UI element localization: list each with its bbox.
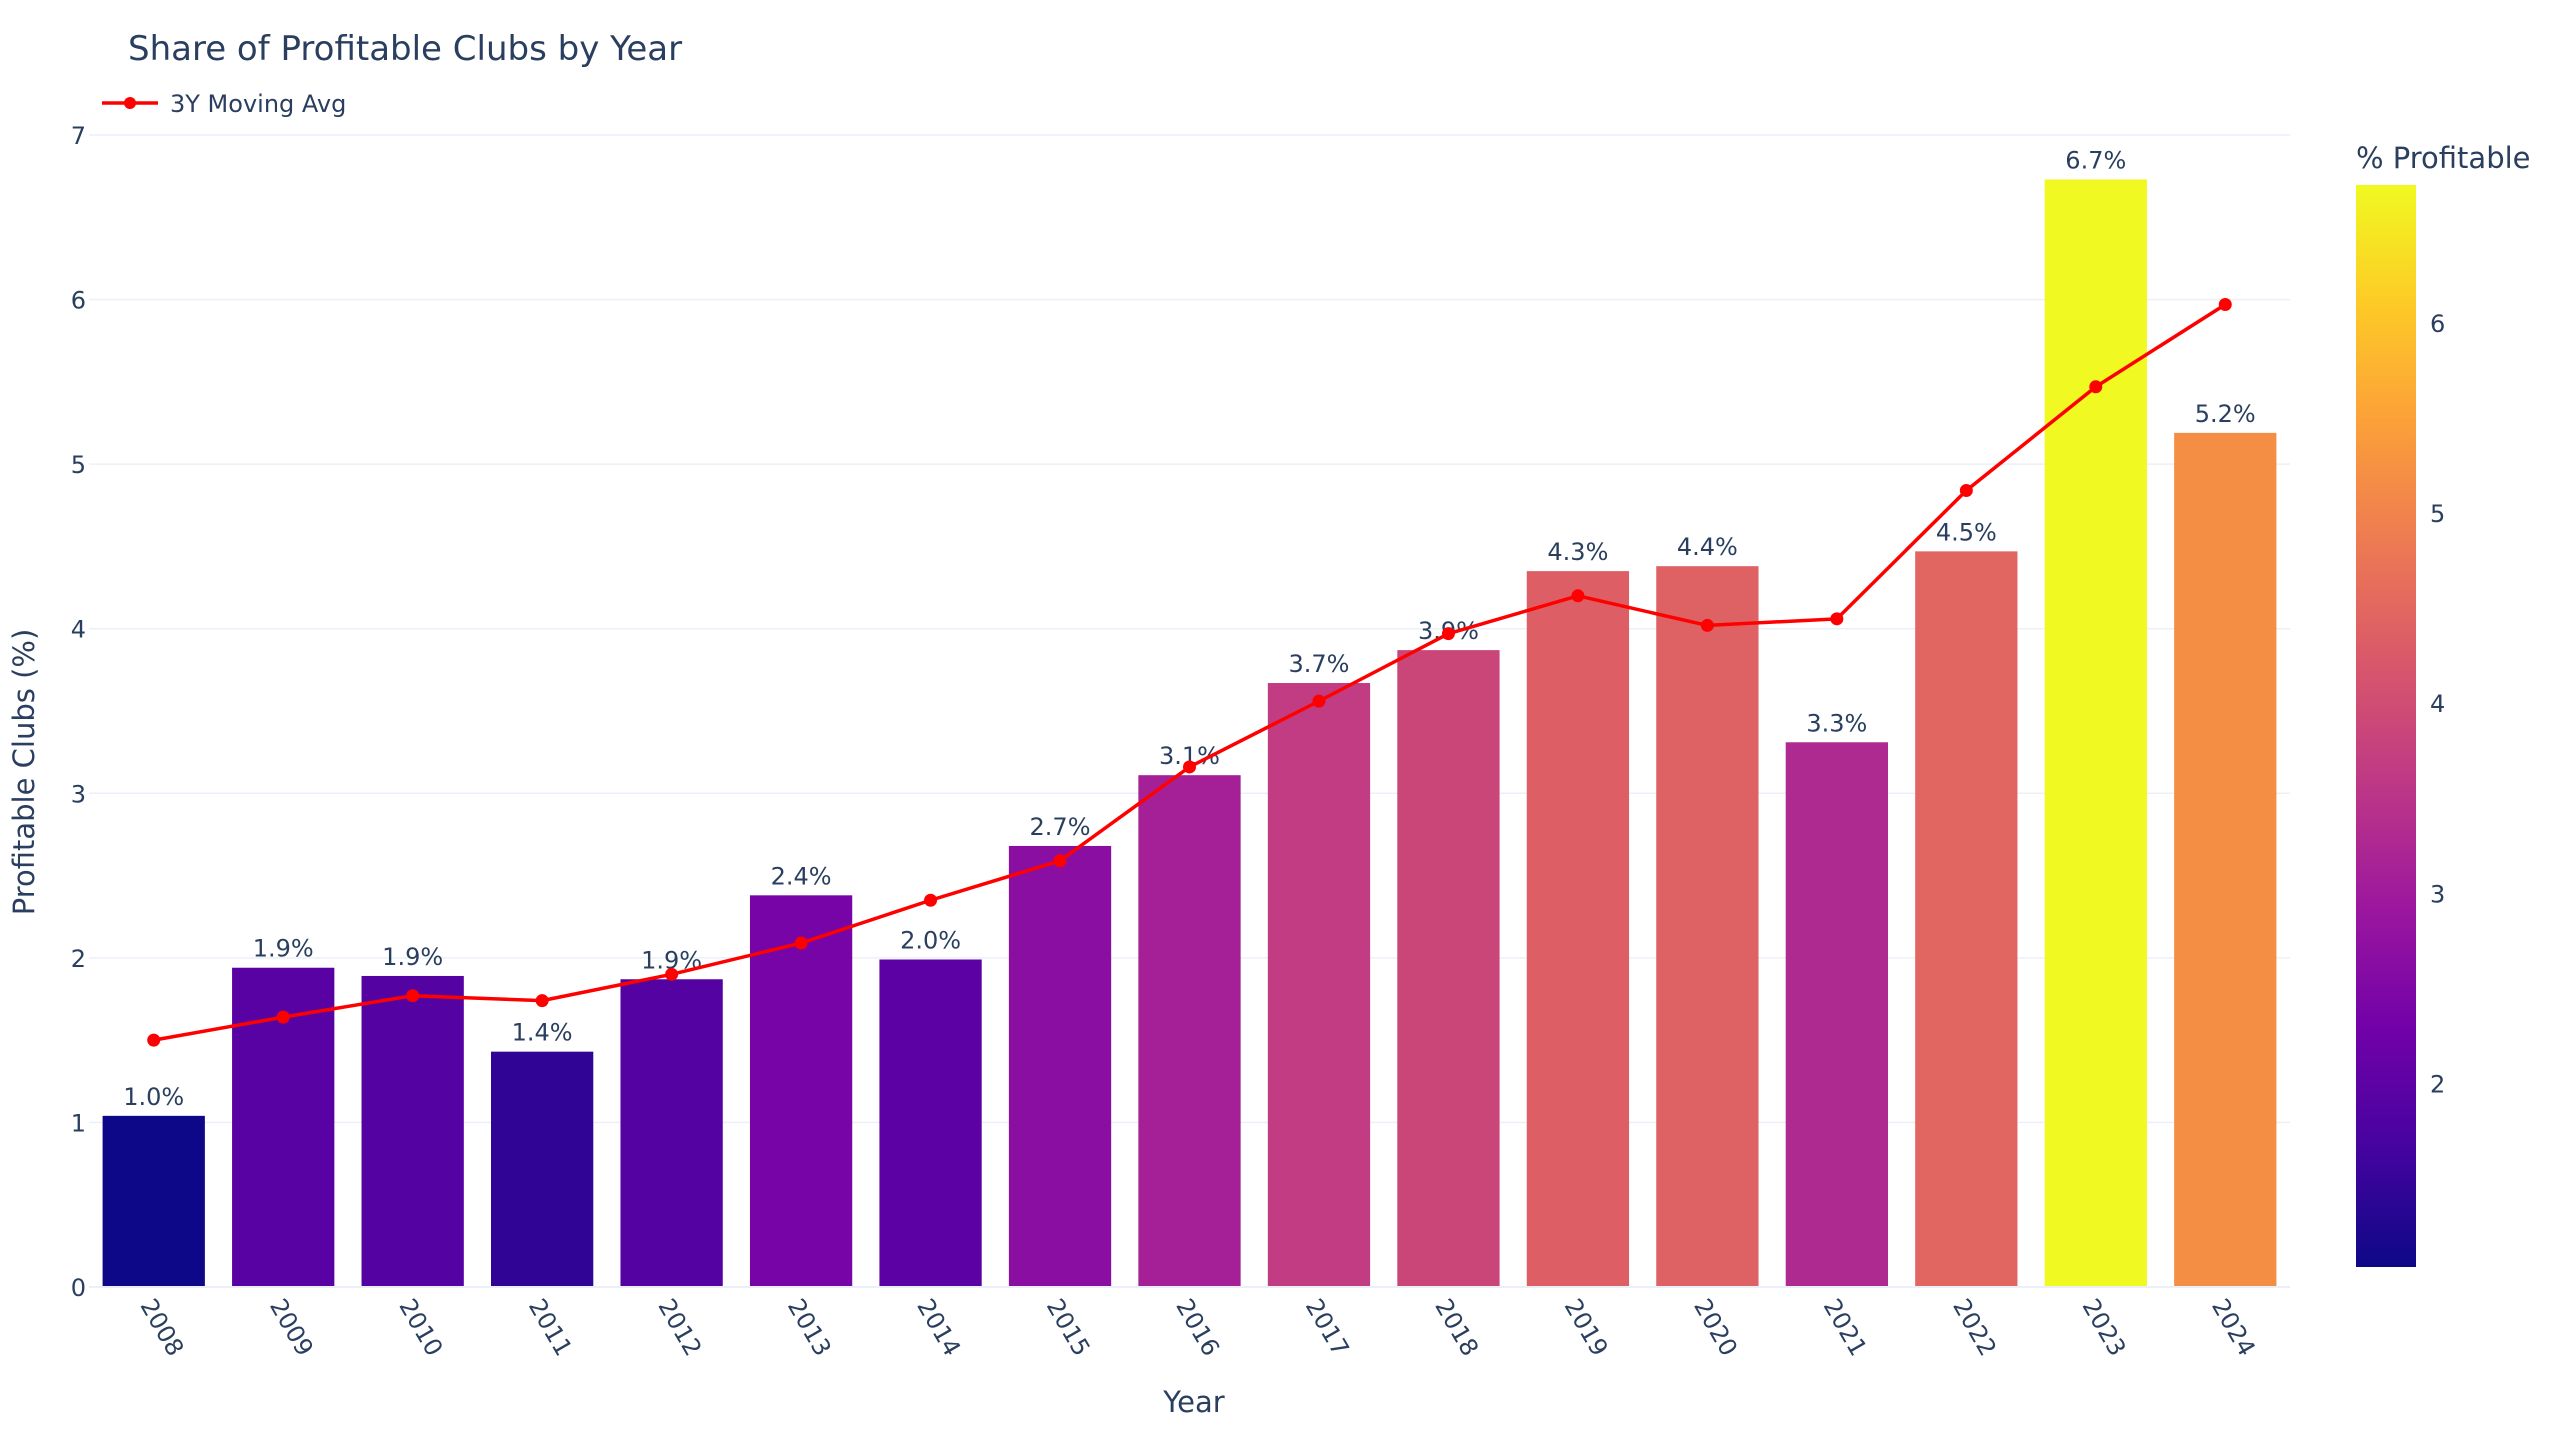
bar[interactable] [879, 959, 982, 1287]
legend[interactable]: 3Y Moving Avg [102, 90, 346, 118]
bar[interactable] [749, 895, 853, 1287]
y-tick-label: 3 [71, 780, 86, 808]
colorbar-tick-label: 2 [2430, 1070, 2445, 1098]
x-tick-label: 2018 [1429, 1294, 1484, 1361]
x-tick-label: 2016 [1170, 1294, 1225, 1361]
y-tick-label: 7 [71, 122, 86, 150]
legend-label: 3Y Moving Avg [170, 90, 346, 118]
moving-average-point[interactable] [147, 1033, 161, 1047]
y-axis-title: Profitable Clubs (%) [7, 629, 41, 916]
moving-average-point[interactable] [2218, 298, 2232, 312]
x-tick-label: 2019 [1559, 1294, 1614, 1361]
x-tick-label: 2010 [393, 1294, 448, 1361]
legend-marker-swatch [124, 97, 136, 109]
y-tick-label: 4 [71, 616, 86, 644]
bar-data-label: 1.9% [253, 935, 314, 963]
colorbar-ticks: 2 3 4 5 6 [2430, 310, 2445, 1099]
bar[interactable] [1008, 845, 1112, 1287]
x-tick-label: 2008 [135, 1294, 190, 1361]
bar-data-label: 3.3% [1806, 709, 1867, 737]
bar-data-label: 6.7% [2065, 146, 2126, 174]
bar[interactable] [102, 1115, 205, 1287]
bar-data-label: 1.4% [512, 1019, 573, 1047]
x-tick-label: 2012 [652, 1294, 707, 1361]
x-tick-label: 2020 [1688, 1294, 1743, 1361]
bar[interactable] [1397, 650, 1500, 1287]
y-tick-label: 5 [71, 451, 86, 479]
colorbar-tick-label: 5 [2430, 500, 2445, 528]
moving-average-point[interactable] [924, 893, 938, 907]
moving-average-point[interactable] [665, 967, 679, 981]
bar-data-label: 4.3% [1547, 538, 1608, 566]
x-tick-label: 2024 [2206, 1294, 2261, 1361]
bar-series [102, 179, 2277, 1288]
moving-average-point[interactable] [276, 1010, 290, 1024]
bar-data-label: 4.5% [1936, 518, 1997, 546]
bar-data-label: 3.7% [1288, 650, 1349, 678]
moving-average-point[interactable] [1053, 854, 1067, 868]
colorbar-tick-label: 4 [2430, 690, 2445, 718]
bar-data-label: 2.4% [771, 862, 832, 890]
moving-average-series [147, 298, 2232, 1047]
x-tick-label: 2023 [2077, 1294, 2132, 1361]
x-axis-title: Year [1162, 1385, 1224, 1419]
moving-average-point[interactable] [1571, 589, 1585, 603]
y-tick-label: 1 [71, 1109, 86, 1137]
colorbar-title: % Profitable [2356, 141, 2531, 175]
y-tick-label: 2 [71, 945, 86, 973]
bar-data-label: 2.0% [900, 927, 961, 955]
moving-average-point[interactable] [1700, 618, 1714, 632]
bar[interactable] [620, 979, 723, 1287]
y-tick-label: 0 [71, 1274, 86, 1302]
x-tick-label: 2011 [523, 1294, 578, 1361]
bar[interactable] [2174, 432, 2277, 1288]
bar-data-label: 5.2% [2195, 400, 2256, 428]
x-tick-label: 2015 [1041, 1294, 1096, 1361]
bar[interactable] [1526, 571, 1630, 1287]
bar[interactable] [361, 975, 464, 1287]
bar[interactable] [2044, 179, 2147, 1287]
x-tick-label: 2014 [911, 1294, 966, 1361]
bar[interactable] [1785, 742, 1888, 1287]
moving-average-point[interactable] [535, 994, 549, 1008]
colorbar-gradient [2356, 185, 2416, 1267]
moving-average-point[interactable] [1312, 694, 1326, 708]
moving-average-point[interactable] [1830, 612, 1844, 626]
bar-data-labels: 1.0%1.9% 1.9%1.4%1.9%2.4%2.0%2.7%3.1%3.7%… [123, 146, 2256, 1110]
moving-average-point[interactable] [406, 989, 420, 1003]
bar[interactable] [491, 1051, 594, 1287]
bar-data-label: 1.9% [382, 943, 443, 971]
colorbar-tick-label: 6 [2430, 310, 2445, 338]
moving-average-point[interactable] [1183, 760, 1196, 774]
moving-average-point[interactable] [1959, 483, 1973, 497]
moving-average-point[interactable] [794, 936, 808, 950]
x-tick-label: 2009 [264, 1294, 319, 1361]
x-tick-label: 2013 [782, 1294, 837, 1361]
moving-average-point[interactable] [2089, 380, 2103, 394]
x-tick-label: 2021 [1818, 1294, 1873, 1361]
bar-data-label: 4.4% [1677, 533, 1738, 561]
moving-average-point[interactable] [1441, 627, 1455, 641]
bar[interactable] [1138, 775, 1241, 1287]
bar[interactable] [1267, 683, 1371, 1287]
bar[interactable] [1656, 566, 1759, 1287]
bar-data-label: 2.7% [1030, 813, 1091, 841]
colorbar: % Profitable 2 3 4 5 6 [2356, 141, 2531, 1267]
x-tick-label: 2017 [1300, 1294, 1355, 1361]
x-tick-label: 2022 [1947, 1294, 2002, 1361]
colorbar-tick-label: 3 [2430, 880, 2445, 908]
bar-data-label: 1.0% [123, 1083, 184, 1111]
bar[interactable] [1915, 551, 2018, 1287]
chart-title: Share of Profitable Clubs by Year [128, 29, 682, 69]
y-tick-label: 6 [71, 287, 86, 315]
